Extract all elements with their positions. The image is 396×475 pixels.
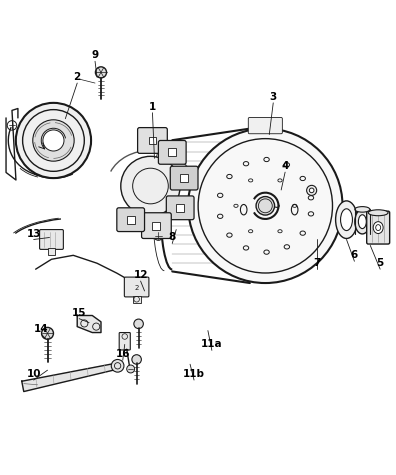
FancyBboxPatch shape	[138, 128, 168, 153]
Text: 13: 13	[27, 228, 41, 238]
Bar	[148, 136, 156, 144]
Bar	[180, 174, 188, 182]
Circle shape	[121, 156, 180, 216]
FancyBboxPatch shape	[124, 277, 149, 297]
Bar	[152, 222, 160, 229]
FancyBboxPatch shape	[119, 332, 130, 350]
Circle shape	[307, 185, 317, 195]
Text: 2: 2	[134, 285, 139, 291]
Ellipse shape	[355, 209, 370, 234]
Text: 15: 15	[72, 308, 86, 318]
Bar	[48, 248, 55, 256]
Text: 9: 9	[91, 50, 99, 60]
FancyBboxPatch shape	[40, 229, 63, 249]
FancyBboxPatch shape	[170, 166, 198, 190]
FancyBboxPatch shape	[248, 117, 282, 134]
Circle shape	[154, 231, 163, 240]
Polygon shape	[77, 315, 101, 332]
Bar	[133, 296, 141, 303]
Text: 10: 10	[27, 369, 41, 379]
Text: 11a: 11a	[201, 340, 223, 350]
Circle shape	[309, 188, 314, 193]
Polygon shape	[22, 363, 120, 391]
Circle shape	[134, 319, 143, 329]
Circle shape	[16, 103, 91, 178]
Text: 11b: 11b	[183, 369, 205, 379]
FancyBboxPatch shape	[117, 208, 145, 231]
Ellipse shape	[341, 209, 352, 230]
Text: 4: 4	[282, 161, 289, 171]
Text: 5: 5	[377, 258, 384, 268]
Ellipse shape	[373, 222, 383, 234]
Bar	[127, 216, 135, 224]
Ellipse shape	[358, 215, 366, 228]
FancyBboxPatch shape	[367, 211, 390, 244]
Circle shape	[127, 365, 135, 373]
Circle shape	[256, 197, 274, 215]
Circle shape	[111, 360, 124, 372]
Ellipse shape	[368, 210, 388, 216]
Text: 2: 2	[74, 72, 81, 82]
Circle shape	[188, 129, 343, 283]
Text: 16: 16	[116, 349, 130, 359]
Bar	[176, 204, 184, 212]
Ellipse shape	[355, 207, 370, 212]
Bar	[168, 148, 176, 156]
FancyBboxPatch shape	[142, 213, 171, 238]
Text: 3: 3	[270, 92, 277, 102]
Text: 6: 6	[351, 250, 358, 260]
Text: 7: 7	[313, 258, 320, 268]
FancyBboxPatch shape	[158, 141, 186, 164]
Text: 12: 12	[133, 270, 148, 280]
Circle shape	[42, 327, 53, 339]
Text: 8: 8	[169, 232, 176, 243]
FancyBboxPatch shape	[166, 196, 194, 219]
Text: 1: 1	[149, 102, 156, 112]
Circle shape	[132, 355, 141, 364]
Circle shape	[33, 120, 74, 161]
Circle shape	[95, 67, 107, 78]
Ellipse shape	[336, 201, 358, 238]
Circle shape	[43, 130, 64, 151]
Text: 14: 14	[34, 323, 49, 333]
